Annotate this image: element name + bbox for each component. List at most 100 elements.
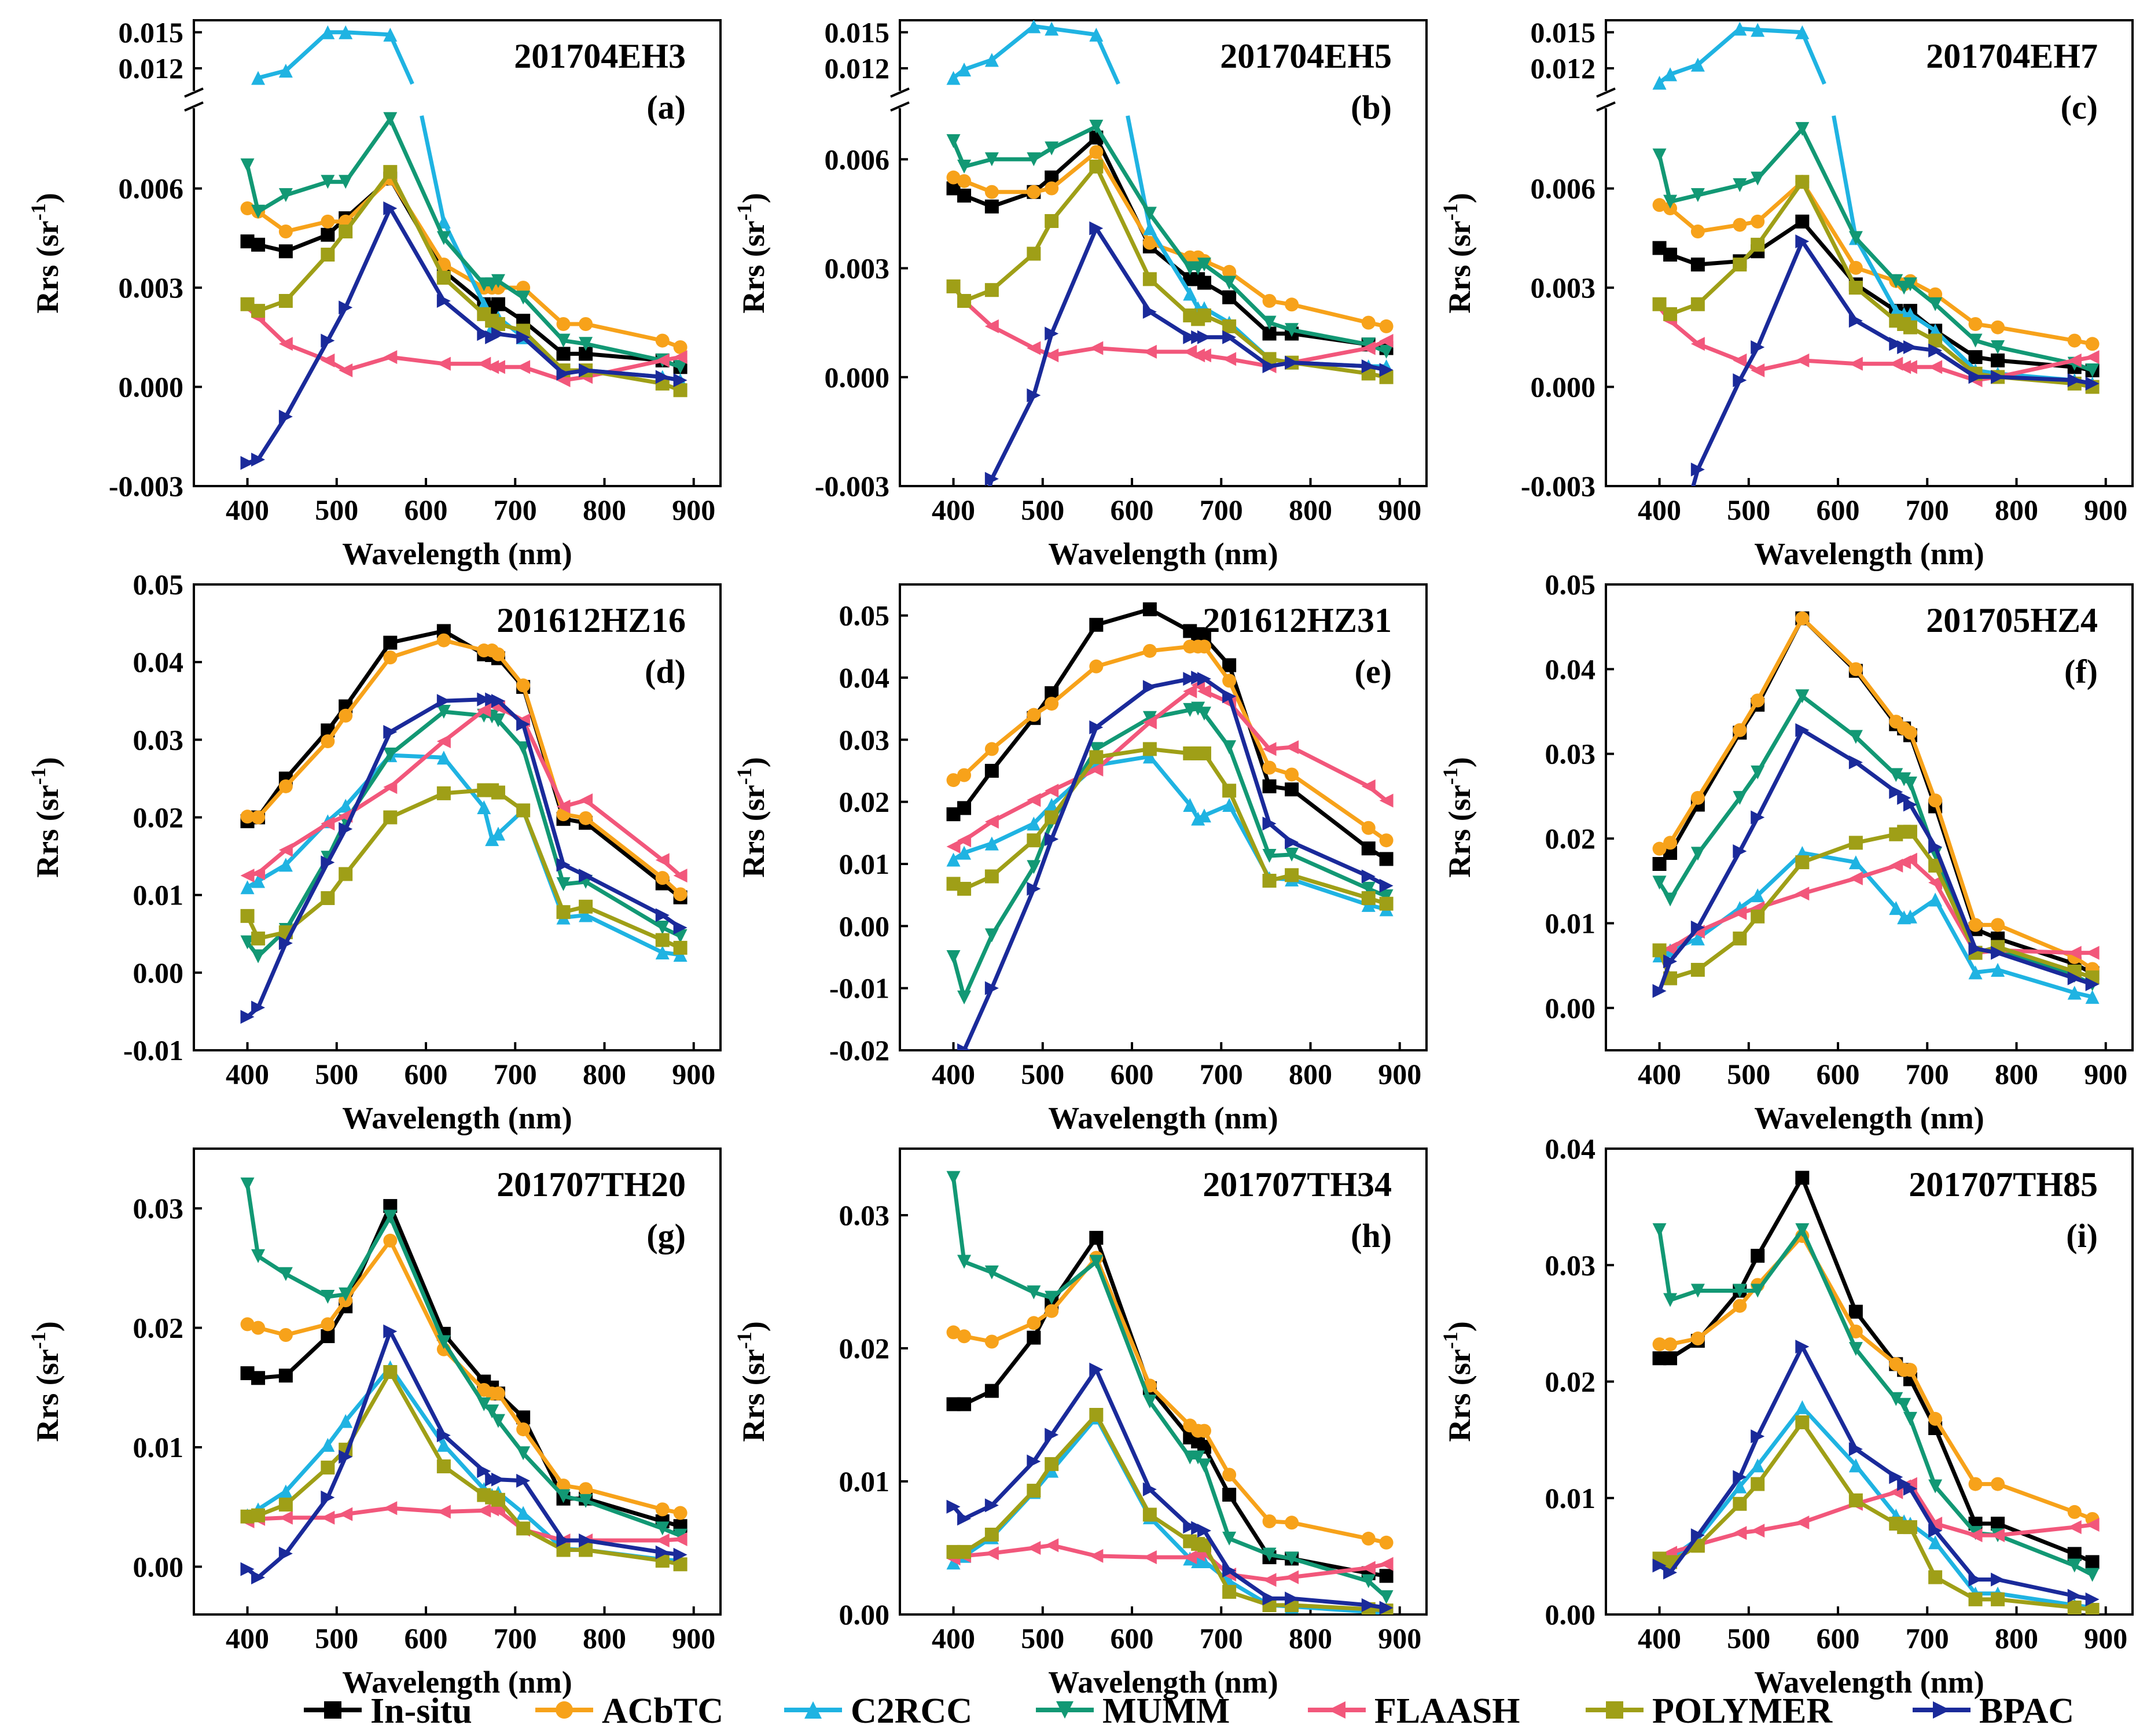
point-c2rcc <box>278 64 293 78</box>
point-bpac <box>1848 314 1863 328</box>
point-bpac <box>1089 221 1104 236</box>
point-in-situ <box>1991 353 2005 367</box>
panel-b: 400 500 600 700 800 900 -0.003 0.000 0.003 0.006 0… <box>733 16 1428 571</box>
point-mumm <box>1089 742 1104 756</box>
point-bpac <box>1262 1591 1277 1606</box>
series-line-c2rcc <box>246 1365 681 1563</box>
point-c2rcc <box>1848 1458 1863 1473</box>
panel-d: 400 500 600 700 800 900 -0.01 0.00 0.01 0.02 0.03 0… <box>27 568 722 1135</box>
point-polymer <box>251 931 266 946</box>
point-mumm <box>2067 1558 2082 1573</box>
point-flaash <box>1903 360 1917 374</box>
y-tick-label: 0.00 <box>839 1598 890 1631</box>
point-acbtc <box>556 1478 571 1493</box>
y-tick-label: 0.006 <box>119 172 184 205</box>
point-polymer <box>1142 272 1157 286</box>
point-bpac <box>1285 355 1299 370</box>
point-polymer <box>579 899 593 914</box>
point-mumm <box>579 337 593 351</box>
series-line-flaash <box>285 342 329 363</box>
point-acbtc <box>240 810 255 824</box>
point-flaash <box>1361 341 1376 355</box>
series-line-bpac <box>1660 569 1671 586</box>
series-line-c2rcc <box>1051 27 1097 37</box>
x-tick-label: 800 <box>1289 1058 1332 1090</box>
y-axis-title: Rrs (sr-1) <box>27 193 65 313</box>
point-mumm <box>579 1494 593 1508</box>
y-axis-title: Rrs (sr-1) <box>1439 757 1477 877</box>
point-mumm <box>1379 1590 1394 1605</box>
point-c2rcc <box>321 25 335 39</box>
series-line-polymer <box>953 746 1387 906</box>
point-mumm <box>383 747 398 762</box>
y-axis-title: Rrs (sr-1) <box>1439 1321 1477 1441</box>
series-line-polymer <box>1657 829 2093 981</box>
point-flaash <box>1262 1573 1277 1587</box>
point-mumm <box>1733 1283 1747 1298</box>
y-tick-label: -0.01 <box>123 1034 183 1066</box>
point-flaash <box>1045 348 1059 363</box>
point-acbtc <box>1361 821 1376 835</box>
point-acbtc <box>2067 333 2082 348</box>
point-bpac <box>2067 1588 2082 1603</box>
point-acbtc <box>1379 1535 1394 1550</box>
point-mumm <box>1751 1283 1765 1298</box>
point-flaash <box>1733 906 1747 920</box>
series-line-flaash <box>1757 358 1803 373</box>
y-tick-label: 0.02 <box>1545 1366 1596 1398</box>
point-polymer <box>516 1521 531 1536</box>
series-group <box>240 25 688 470</box>
legend-marker <box>1933 1701 1950 1719</box>
series-line-bpac <box>1658 1344 2093 1602</box>
legend-item-acbtc: ACbTC <box>535 1691 723 1731</box>
point-acbtc <box>2067 1505 2082 1519</box>
point-acbtc <box>1652 841 1667 856</box>
series-line-flaash <box>1051 346 1097 358</box>
point-bpac <box>1848 755 1863 770</box>
point-polymer <box>2085 1602 2100 1614</box>
x-tick-label: 600 <box>1817 1622 1860 1654</box>
point-polymer <box>1361 891 1376 906</box>
point-acbtc <box>673 1506 688 1520</box>
series-line-acbtc <box>1756 180 1804 223</box>
point-bpac <box>1968 370 1983 384</box>
x-tick-label: 900 <box>672 1058 715 1090</box>
panel-title: 201704EH5 <box>1220 37 1392 75</box>
x-tick-label: 900 <box>2084 1058 2127 1090</box>
point-flaash <box>339 1507 353 1521</box>
point-c2rcc <box>1795 1400 1810 1414</box>
point-flaash <box>984 1546 999 1561</box>
point-flaash <box>1285 1570 1299 1584</box>
point-polymer <box>1663 307 1678 321</box>
series-line-flaash <box>1291 346 1369 365</box>
point-flaash <box>321 353 335 367</box>
point-acbtc <box>1652 198 1667 212</box>
legend-label: In-situ <box>370 1691 472 1731</box>
point-polymer <box>1222 319 1237 333</box>
panel-a: 400 500 600 700 800 900 -0.003 0.000 0.003 0.006 0… <box>27 16 722 571</box>
point-bpac <box>1652 1558 1667 1573</box>
point-polymer <box>436 1459 451 1474</box>
legend-marker <box>1606 1701 1623 1719</box>
point-bpac <box>251 453 266 467</box>
point-acbtc <box>1652 1337 1667 1352</box>
point-c2rcc <box>436 214 451 229</box>
x-tick-label: 600 <box>405 1622 448 1654</box>
y-tick-label: 0.006 <box>1531 172 1596 205</box>
point-flaash <box>1285 740 1299 755</box>
series-line-mumm <box>1697 183 1741 197</box>
series-line-mumm <box>585 341 663 363</box>
point-bpac <box>278 1546 293 1561</box>
point-polymer <box>946 279 961 293</box>
legend-item-mumm: MUMM <box>1036 1691 1230 1731</box>
point-c2rcc <box>1045 798 1059 812</box>
series-line-in-situ <box>1697 259 1740 267</box>
point-in-situ <box>984 764 999 778</box>
point-polymer <box>1379 896 1394 911</box>
point-polymer <box>1795 1415 1810 1429</box>
point-mumm <box>1285 847 1299 862</box>
point-c2rcc <box>383 27 398 42</box>
point-bpac <box>477 1464 491 1478</box>
point-polymer <box>957 881 972 896</box>
